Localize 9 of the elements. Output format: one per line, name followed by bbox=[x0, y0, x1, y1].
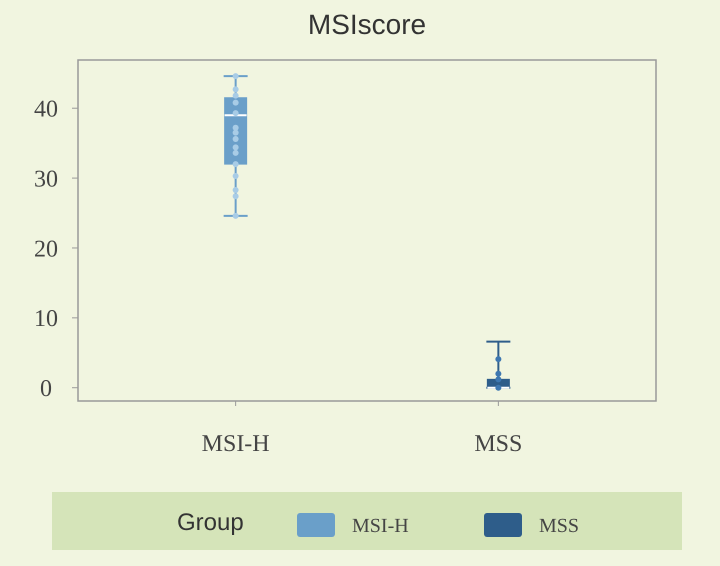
legend-label: MSI-H bbox=[352, 515, 409, 537]
y-tick-label: 10 bbox=[34, 306, 58, 332]
y-tick-label: 0 bbox=[40, 376, 52, 402]
legend-label: MSS bbox=[539, 515, 580, 537]
y-tick-label: 30 bbox=[34, 166, 58, 192]
legend-title: Group bbox=[177, 509, 244, 536]
chart-title: MSIscore bbox=[308, 9, 426, 40]
y-tick-label: 20 bbox=[34, 236, 58, 262]
y-tick-label: 40 bbox=[34, 96, 58, 123]
